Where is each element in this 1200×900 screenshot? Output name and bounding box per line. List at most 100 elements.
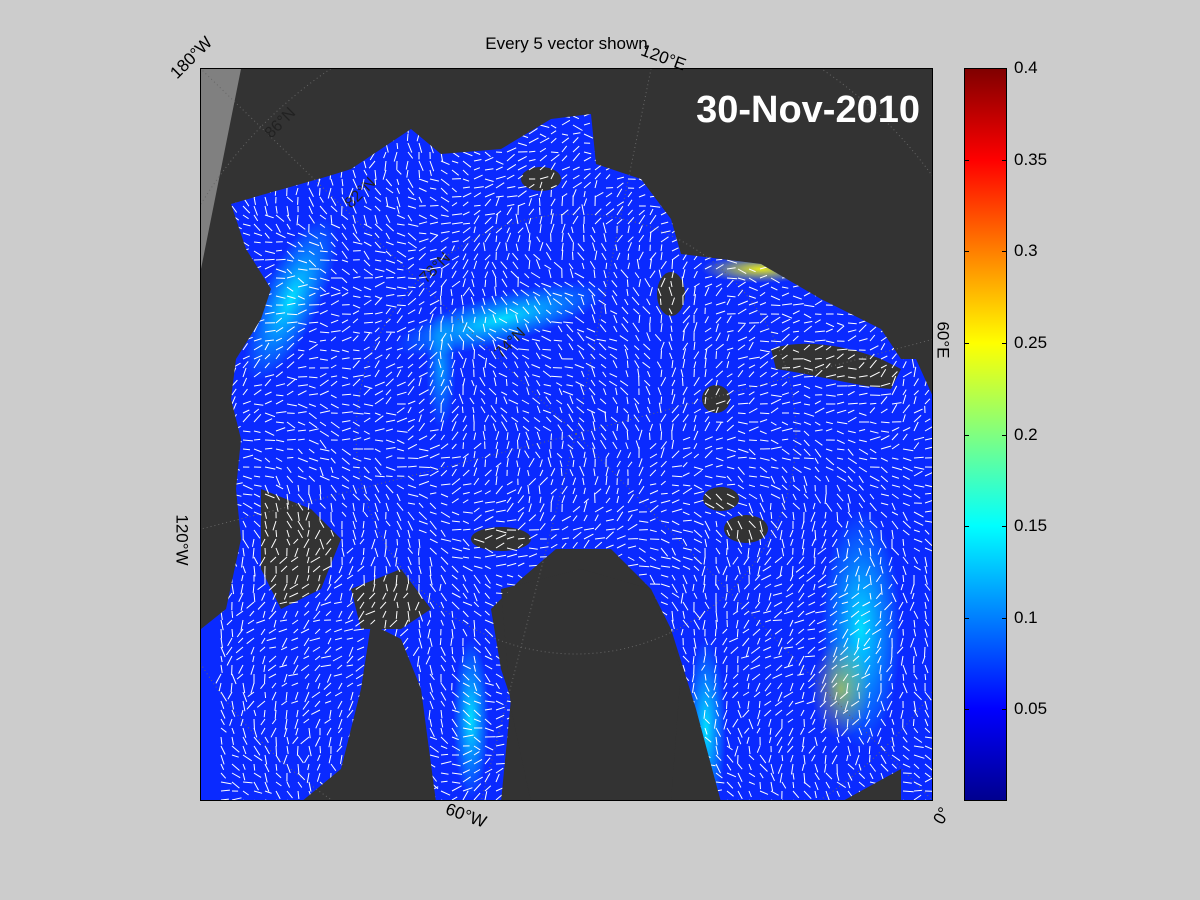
drift-vector: [751, 646, 761, 654]
drift-vector: [335, 646, 343, 651]
drift-vector: [743, 556, 750, 566]
drift-vector: [550, 151, 559, 154]
drift-vector: [270, 727, 277, 738]
drift-vector: [781, 754, 784, 762]
drift-vector: [286, 214, 291, 222]
drift-vector: [440, 237, 449, 243]
drift-vector: [286, 763, 291, 774]
drift-vector: [286, 376, 298, 381]
drift-vector: [638, 498, 649, 504]
drift-vector: [770, 421, 777, 426]
drift-vector: [748, 511, 754, 518]
drift-vector: [268, 628, 277, 634]
drift-vector: [580, 296, 585, 306]
drift-vector: [341, 484, 350, 489]
drift-vector: [451, 736, 459, 741]
drift-vector: [451, 511, 460, 516]
drift-vector: [451, 700, 457, 710]
drift-vector: [294, 610, 299, 617]
drift-vector: [539, 165, 546, 171]
drift-vector: [561, 440, 564, 450]
drift-vector: [582, 224, 585, 234]
drift-vector: [440, 700, 446, 707]
drift-vector: [286, 390, 294, 396]
drift-vector: [495, 277, 497, 288]
drift-vector: [748, 356, 760, 360]
drift-vector: [264, 520, 268, 529]
drift-vector: [418, 538, 421, 549]
drift-vector: [539, 147, 547, 153]
drift-vector: [363, 295, 371, 298]
drift-vector: [779, 529, 783, 540]
drift-vector: [561, 145, 568, 153]
drift-vector: [693, 646, 696, 656]
drift-vector: [704, 369, 707, 378]
drift-vector: [264, 493, 275, 499]
drift-vector: [604, 304, 607, 315]
drift-vector: [336, 745, 343, 753]
drift-vector: [264, 484, 270, 494]
drift-vector: [236, 628, 244, 638]
drift-vector: [924, 574, 928, 585]
drift-vector: [715, 360, 723, 369]
drift-vector: [671, 484, 679, 487]
drift-vector: [715, 457, 724, 462]
drift-vector: [508, 399, 519, 405]
drift-vector: [814, 385, 823, 389]
drift-vector: [220, 736, 223, 745]
drift-vector: [353, 628, 365, 631]
drift-vector: [858, 475, 864, 484]
drift-vector: [561, 249, 564, 261]
drift-vector: [616, 201, 624, 207]
drift-vector: [578, 417, 585, 423]
drift-vector: [440, 285, 443, 297]
drift-vector: [418, 142, 423, 153]
drift-vector: [297, 309, 307, 315]
drift-vector: [616, 543, 626, 549]
drift-vector: [594, 476, 599, 486]
drift-vector: [512, 261, 519, 270]
drift-vector: [407, 178, 414, 188]
drift-vector: [484, 700, 495, 703]
drift-vector: [348, 565, 354, 576]
drift-vector: [836, 409, 847, 414]
drift-vector: [264, 400, 272, 405]
drift-vector: [772, 592, 783, 596]
drift-vector: [737, 547, 743, 554]
drift-vector: [242, 538, 250, 549]
drift-vector: [374, 295, 382, 299]
drift-vector: [633, 414, 640, 423]
drift-vector: [863, 637, 871, 647]
drift-vector: [440, 691, 447, 701]
drift-vector: [462, 682, 470, 687]
drift-vector: [770, 331, 779, 335]
drift-vector: [469, 288, 475, 297]
drift-vector: [358, 610, 365, 620]
drift-vector: [888, 583, 893, 590]
drift-vector: [858, 448, 869, 455]
drift-vector: [660, 350, 662, 360]
drift-vector: [528, 159, 536, 162]
drift-vector: [869, 407, 876, 414]
drift-vector: [682, 664, 686, 672]
drift-vector: [828, 628, 838, 634]
drift-vector: [253, 457, 262, 462]
drift-vector: [267, 664, 277, 672]
drift-vector: [660, 341, 665, 351]
drift-vector: [395, 574, 398, 586]
drift-vector: [252, 655, 255, 663]
drift-vector: [363, 387, 371, 396]
drift-vector: [807, 592, 816, 598]
drift-vector: [759, 315, 769, 324]
drift-vector: [583, 181, 592, 189]
drift-vector: [825, 409, 835, 414]
drift-vector: [869, 345, 879, 351]
drift-vector: [627, 563, 639, 567]
drift-vector: [751, 610, 761, 614]
drift-vector: [418, 352, 426, 360]
drift-vector: [691, 673, 695, 683]
drift-vector: [308, 232, 319, 239]
drift-vector: [484, 637, 491, 644]
drift-vector: [450, 334, 453, 342]
drift-vector: [616, 423, 619, 432]
